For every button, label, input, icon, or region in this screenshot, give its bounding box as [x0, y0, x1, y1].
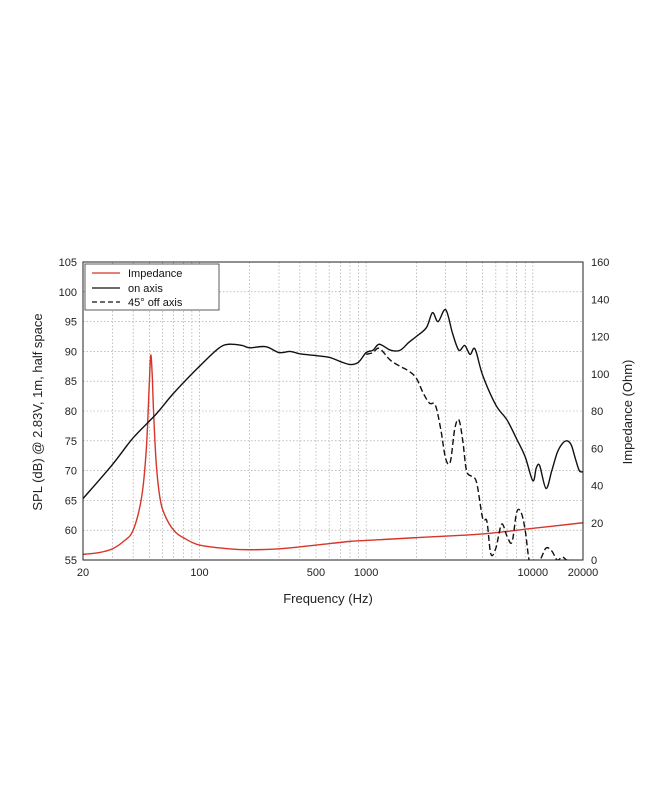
x-tick-label: 20000	[568, 567, 599, 579]
x-tick-label: 100	[190, 567, 208, 579]
y2-tick-label: 140	[591, 294, 609, 306]
on-axis-curve	[83, 308, 583, 500]
y-tick-label: 100	[59, 287, 77, 299]
grid-lines	[83, 262, 583, 560]
legend-label-on-axis: on axis	[128, 283, 163, 295]
y2-tick-label: 100	[591, 369, 609, 381]
plot-frame	[82, 261, 584, 561]
data-series	[83, 308, 583, 560]
legend-label-impedance: Impedance	[128, 268, 182, 280]
legend: Impedance on axis 45° off axis	[84, 263, 220, 311]
impedance-curve	[83, 354, 583, 556]
y-tick-label: 65	[65, 495, 77, 507]
y-tick-label: 55	[65, 555, 77, 567]
y-tick-label: 95	[65, 317, 77, 329]
off-axis-45-curve	[365, 347, 572, 560]
y2-tick-label: 20	[591, 518, 603, 530]
y2-tick-label: 40	[591, 481, 603, 493]
y-tick-label: 75	[65, 436, 77, 448]
x-tick-label: 20	[77, 567, 89, 579]
y-axis-title: SPL (dB) @ 2.83V, 1m, half space	[30, 313, 45, 510]
legend-label-off-axis: 45° off axis	[128, 297, 183, 309]
axis-ticks: 20 100 500 1000 10000 20000556065707580859095…	[59, 257, 610, 579]
x-axis-title: Frequency (Hz)	[283, 591, 373, 606]
x-tick-label: 500	[307, 567, 325, 579]
x-tick-label: 10000	[518, 567, 549, 579]
legend-box	[84, 263, 220, 311]
y2-tick-label: 80	[591, 406, 603, 418]
y-tick-label: 70	[65, 466, 77, 478]
y-tick-label: 85	[65, 376, 77, 388]
y2-axis-title: Impedance (Ohm)	[620, 360, 635, 465]
y-tick-label: 105	[59, 257, 77, 269]
y2-tick-label: 0	[591, 555, 597, 567]
y2-tick-label: 120	[591, 332, 609, 344]
x-tick-label: 1000	[354, 567, 378, 579]
y-tick-label: 60	[65, 525, 77, 537]
y-tick-label: 80	[65, 406, 77, 418]
y2-tick-label: 160	[591, 257, 609, 269]
y-tick-label: 90	[65, 346, 77, 358]
y2-tick-label: 60	[591, 443, 603, 455]
